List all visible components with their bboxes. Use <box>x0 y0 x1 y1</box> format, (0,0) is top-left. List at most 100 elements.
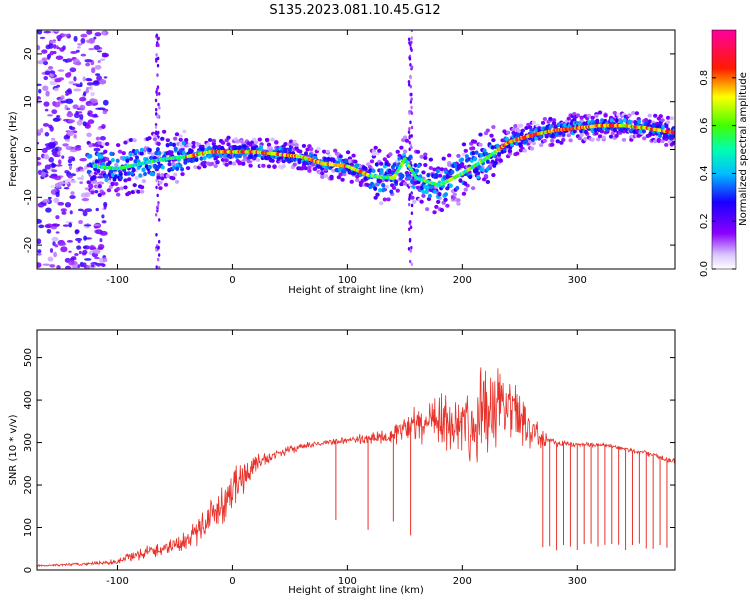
heatmap-cell <box>538 134 543 139</box>
heatmap-cell <box>168 141 173 147</box>
heatmap-cell <box>437 191 442 197</box>
heatmap-cell <box>68 259 75 266</box>
colorbar-label: Normalized spectral amplitude <box>738 72 749 226</box>
heatmap-cell <box>154 212 158 217</box>
heatmap-cell <box>180 144 185 149</box>
heatmap-cell <box>410 48 413 52</box>
heatmap-cell <box>647 113 652 118</box>
heatmap-cell <box>57 201 65 206</box>
heatmap-cell <box>298 149 303 154</box>
heatmap-cell <box>73 88 82 92</box>
heatmap-cell <box>76 245 82 250</box>
heatmap-cell <box>408 41 411 45</box>
heatmap-cell <box>99 154 104 159</box>
heatmap-cell <box>70 179 77 184</box>
heatmap-cell <box>579 115 584 120</box>
heatmap-cell <box>538 143 544 148</box>
heatmap-cell <box>91 67 96 74</box>
heatmap-cell <box>428 166 434 171</box>
heatmap-cell <box>42 60 49 66</box>
heatmap-cell <box>165 174 171 179</box>
heatmap-cell <box>548 116 553 121</box>
heatmap-cell <box>379 170 384 175</box>
heatmap-cell <box>369 159 375 164</box>
heatmap-cell <box>594 113 599 118</box>
heatmap-cell <box>461 191 467 196</box>
heatmap-cell <box>202 160 207 165</box>
heatmap-cell <box>550 138 555 143</box>
heatmap-cell <box>235 139 240 144</box>
heatmap-cell <box>156 193 159 198</box>
heatmap-cell <box>157 43 160 48</box>
heatmap-cell <box>387 169 392 175</box>
heatmap-cell <box>68 164 72 170</box>
heatmap-cell <box>249 154 254 159</box>
heatmap-cell <box>241 161 246 166</box>
heatmap-cell <box>326 156 331 162</box>
heatmap-cell <box>92 248 101 255</box>
heatmap-cell <box>566 116 571 121</box>
heatmap-cell <box>381 187 386 193</box>
heatmap-cell <box>253 140 259 145</box>
heatmap-cell <box>156 175 161 180</box>
heatmap-cell <box>302 161 307 166</box>
heatmap-cell <box>51 152 58 156</box>
heatmap-cell <box>409 100 413 104</box>
heatmap-cell <box>378 188 383 193</box>
heatmap-cell <box>408 127 411 131</box>
heatmap-cell <box>157 239 161 244</box>
heatmap-cell <box>338 154 343 159</box>
heatmap-cell <box>402 149 408 154</box>
heatmap-cell <box>155 147 160 152</box>
heatmap-cell <box>458 178 463 183</box>
heatmap-cell <box>182 129 187 134</box>
heatmap-cell <box>483 173 489 178</box>
heatmap-cell <box>158 180 163 185</box>
heatmap-cell <box>88 143 93 148</box>
heatmap-cell <box>455 185 460 191</box>
heatmap-cell <box>131 167 136 173</box>
heatmap-cell <box>597 110 603 115</box>
heatmap-cell <box>157 253 161 257</box>
heatmap-cell <box>84 208 93 212</box>
heatmap-cell <box>121 151 126 156</box>
heatmap-cell <box>79 104 86 111</box>
heatmap-cell <box>104 141 110 146</box>
heatmap-cell <box>583 136 588 141</box>
heatmap-cell <box>410 30 414 33</box>
heatmap-cell <box>94 64 102 70</box>
heatmap-cell <box>37 238 42 245</box>
heatmap-cell <box>470 146 476 151</box>
heatmap-cell <box>658 133 663 139</box>
heatmap-cell <box>110 172 115 178</box>
heatmap-cell <box>181 150 186 155</box>
heatmap-cell <box>158 218 161 222</box>
heatmap-cell <box>78 250 82 255</box>
spectrogram-xtick-label: 200 <box>453 275 472 286</box>
heatmap-cell <box>91 144 98 147</box>
heatmap-cell <box>410 40 413 45</box>
heatmap-cell <box>44 132 50 137</box>
heatmap-cell <box>47 256 54 262</box>
heatmap-cell <box>441 200 446 205</box>
heatmap-cell <box>439 167 445 172</box>
heatmap-cell <box>597 134 603 139</box>
heatmap-cell <box>41 171 46 178</box>
heatmap-cell <box>509 142 514 147</box>
heatmap-cell <box>423 152 428 157</box>
heatmap-cell <box>463 148 468 153</box>
snr-panel: -100 0 100 200 300 0 100 200 300 400 500 Height of… <box>8 329 676 596</box>
heatmap-cell <box>490 159 495 164</box>
heatmap-cell <box>584 129 589 135</box>
heatmap-cell <box>409 75 413 80</box>
heatmap-cell <box>472 139 478 144</box>
heatmap-cell <box>320 171 325 176</box>
heatmap-cell <box>66 130 74 137</box>
heatmap-cell <box>132 183 137 188</box>
heatmap-cell <box>92 80 100 86</box>
heatmap-cell <box>67 119 76 123</box>
heatmap-cell <box>435 199 441 204</box>
heatmap-cell <box>155 107 158 112</box>
heatmap-cell <box>51 162 55 168</box>
heatmap-cell <box>408 237 412 242</box>
